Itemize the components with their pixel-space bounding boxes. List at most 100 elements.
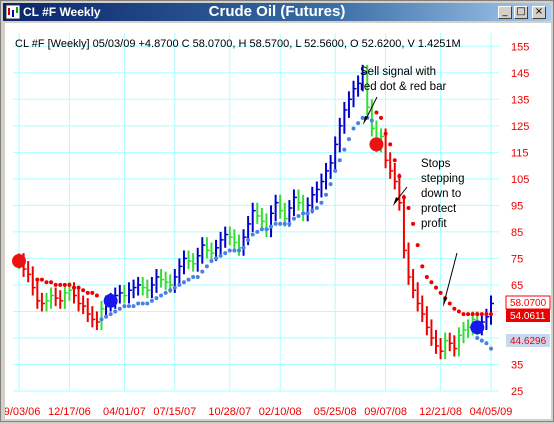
stop-dots (35, 110, 493, 351)
x-tick-label: 05/25/08 (314, 406, 357, 418)
stop-dot-up (117, 306, 122, 311)
stop-dot-down (411, 221, 416, 226)
stop-dot-up (328, 182, 333, 187)
stop-dot-down (475, 312, 480, 317)
stop-dot-down (466, 312, 471, 317)
stop-dot-up (273, 221, 278, 226)
stop-dot-down (438, 290, 443, 295)
stop-dot-down (49, 280, 54, 285)
stop-dot-down (44, 280, 49, 285)
buy-signal-dot (103, 293, 118, 308)
chart-app-icon (6, 5, 20, 19)
stop-dot-down (401, 195, 406, 200)
stop-dot-up (360, 115, 365, 120)
y-tick-label: 35 (511, 359, 523, 371)
close-button[interactable]: × (532, 6, 546, 19)
stop-dot-up (227, 248, 232, 253)
x-tick-label: 12/17/06 (48, 406, 91, 418)
chart-canvas[interactable]: 2535455565758595105115125135145155 09/03… (0, 23, 551, 419)
stop-dot-up (342, 147, 347, 152)
y-tick-label: 95 (511, 200, 523, 212)
y-tick-label: 75 (511, 253, 523, 265)
x-tick-label: 02/10/08 (259, 406, 302, 418)
sell-arrow-head (363, 116, 368, 125)
stop-dot-up (159, 293, 164, 298)
stop-dot-down (383, 131, 388, 136)
x-tick-label: 10/28/07 (208, 406, 251, 418)
stop-dot-up (122, 304, 127, 309)
stop-dot-up (264, 227, 269, 232)
stop-dot-down (58, 282, 63, 287)
stop-price-box (506, 309, 550, 322)
minimize-button[interactable]: _ (498, 6, 512, 19)
stop-price-label: 54.0611 (510, 311, 546, 322)
stop-dot-up (282, 221, 287, 226)
stop-dot-up (204, 264, 209, 269)
x-tick-label: 04/05/09 (470, 406, 513, 418)
stop-dot-up (236, 248, 241, 253)
stop-dot-up (214, 256, 219, 261)
stop-dot-up (126, 304, 131, 309)
stop-dot-up (296, 213, 301, 218)
y-tick-label: 135 (511, 94, 529, 106)
stop-dot-up (223, 251, 228, 256)
stop-dot-down (53, 282, 58, 287)
support-price-box (506, 334, 550, 347)
stop-dot-down (94, 293, 99, 298)
stop-dot-down (461, 312, 466, 317)
stop-dot-down (415, 243, 420, 248)
x-tick-label: 09/03/06 (5, 406, 40, 418)
stop-dot-down (76, 285, 81, 290)
y-tick-label: 105 (511, 174, 529, 186)
stop-dot-up (195, 274, 200, 279)
stop-dot-up (255, 229, 260, 234)
price-bars (18, 64, 494, 360)
stops-arrow-1 (396, 186, 408, 201)
y-tick-label: 145 (511, 68, 529, 80)
stop-dot-up (181, 280, 186, 285)
stop-dot-down (489, 312, 493, 317)
info-line: CL #F [Weekly] 05/03/09 +4.8700 C 58.070… (15, 38, 461, 50)
price-chart[interactable]: 2535455565758595105115125135145155 09/03… (0, 23, 551, 419)
y-tick-label: 65 (511, 280, 523, 292)
stop-dot-up (301, 211, 306, 216)
stop-dot-up (232, 248, 237, 253)
stop-dot-down (374, 110, 379, 115)
stop-dot-up (305, 211, 310, 216)
stop-dot-up (278, 221, 283, 226)
stop-dot-up (351, 126, 356, 131)
sell-annotation-arrow (365, 96, 378, 120)
stops-annotation-line-4: protect (421, 203, 457, 215)
stop-dot-up (369, 118, 374, 123)
stop-dot-up (479, 338, 484, 343)
title-bar[interactable]: CL #F Weekly Crude Oil (Futures) _ □ × (3, 3, 551, 21)
x-tick-label: 09/07/08 (364, 406, 407, 418)
stop-dot-up (131, 304, 136, 309)
stop-dot-up (314, 206, 319, 211)
maximize-button[interactable]: □ (514, 6, 528, 19)
stop-dot-down (406, 206, 411, 211)
stop-dot-down (62, 282, 67, 287)
stop-dot-down (81, 288, 86, 293)
stop-dot-up (200, 269, 205, 274)
stop-dot-up (259, 227, 264, 232)
stops-arrow-2-head (443, 297, 447, 307)
stop-dot-up (191, 274, 196, 279)
stop-dot-up (154, 296, 159, 301)
stop-dot-down (388, 142, 393, 147)
stop-dot-up (108, 312, 113, 317)
stop-dot-down (379, 115, 384, 120)
stop-dot-down (85, 290, 90, 295)
stops-annotation-line-5: profit (421, 218, 447, 230)
support-price-label: 44.6296 (510, 336, 547, 347)
stop-dot-up (269, 224, 274, 229)
stop-dot-down (35, 277, 40, 282)
stop-dot-up (186, 277, 191, 282)
close-price-label: 58.0700 (510, 298, 547, 309)
stop-dot-down (67, 282, 72, 287)
stop-dot-up (140, 301, 145, 306)
stop-dot-down (429, 280, 434, 285)
sell-signal-dot (369, 137, 384, 152)
stops-arrow-2 (444, 252, 458, 300)
